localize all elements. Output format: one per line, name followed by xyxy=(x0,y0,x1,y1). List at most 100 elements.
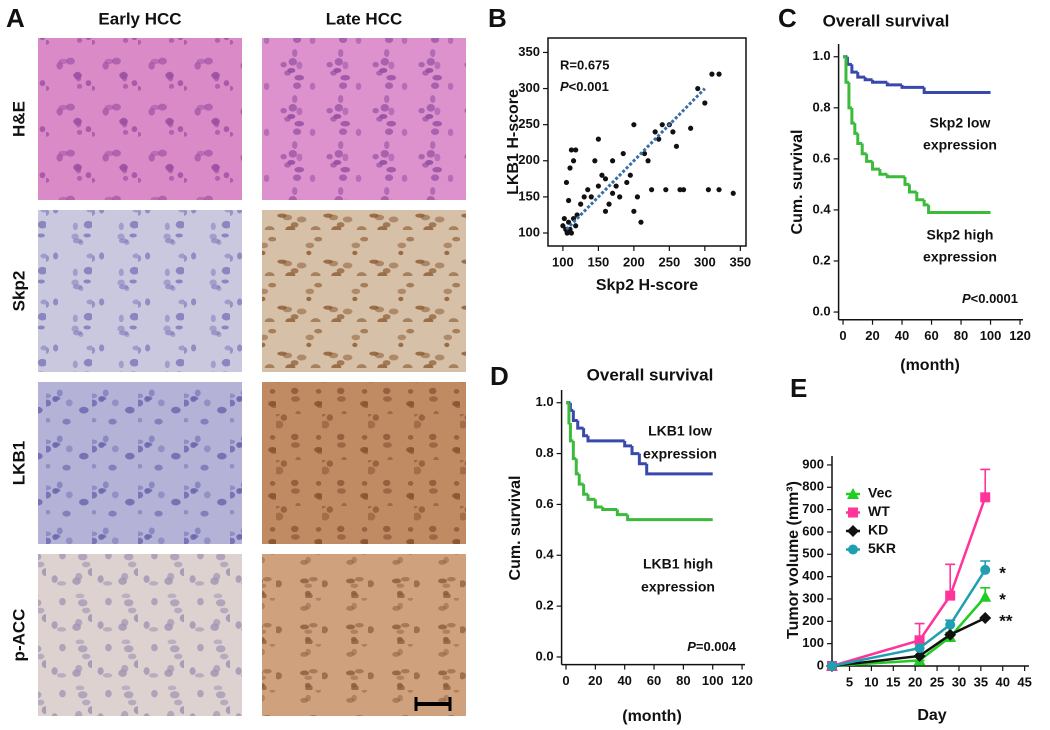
survival-step xyxy=(865,153,873,163)
point xyxy=(716,187,722,193)
survival-step xyxy=(863,77,873,82)
point xyxy=(673,143,680,149)
y-axis-label: Cum. survival xyxy=(507,476,524,581)
chart-title: Overall survival xyxy=(587,365,714,384)
x-tick-label: 20 xyxy=(908,674,922,689)
point xyxy=(602,176,609,182)
y-tick-label: 250 xyxy=(518,116,540,131)
x-tick-label: 30 xyxy=(952,674,966,689)
point xyxy=(609,158,616,164)
point xyxy=(631,208,637,214)
x-tick-label: 20 xyxy=(588,673,602,688)
curve-label: LKB1 high xyxy=(643,556,713,572)
y-tick-label: 0.6 xyxy=(536,496,554,511)
point xyxy=(588,194,594,200)
point xyxy=(634,194,641,200)
x-axis-label: (month) xyxy=(622,708,682,725)
survival-step xyxy=(626,514,713,522)
point xyxy=(631,122,637,128)
point xyxy=(613,183,619,189)
point xyxy=(568,230,575,236)
survival-step xyxy=(871,161,880,171)
survival-step xyxy=(637,453,647,466)
survival-step xyxy=(576,420,584,430)
row-label: LKB1 xyxy=(9,441,28,485)
micrograph xyxy=(262,38,466,200)
point xyxy=(592,158,598,164)
marker xyxy=(945,619,956,630)
x-tick-label: 40 xyxy=(995,674,1009,689)
rest: <0.001 xyxy=(569,79,609,94)
survival-step xyxy=(853,123,858,135)
y-tick-label: 0.4 xyxy=(813,201,832,216)
survival-step xyxy=(623,440,633,448)
x-tick-label: 100 xyxy=(980,328,1002,343)
point xyxy=(561,215,567,222)
survival-step xyxy=(907,184,917,194)
point xyxy=(560,223,566,229)
legend-label: WT xyxy=(868,503,890,519)
curve-label: Skp2 low xyxy=(930,115,991,131)
marker xyxy=(945,590,956,601)
chart-title: Overall survival xyxy=(823,11,950,30)
x-axis-label: Skp2 H-score xyxy=(596,277,698,294)
point xyxy=(680,187,687,193)
point xyxy=(730,190,736,196)
y-tick-label: 1.0 xyxy=(813,48,831,63)
point xyxy=(573,147,579,153)
micrograph xyxy=(262,382,466,544)
point xyxy=(645,158,651,164)
point xyxy=(565,219,572,225)
significance: * xyxy=(999,563,1006,582)
significance: * xyxy=(999,590,1006,609)
marker xyxy=(847,488,859,499)
point xyxy=(602,208,609,214)
x-tick-label: 60 xyxy=(647,673,661,688)
point xyxy=(652,129,658,135)
series-line xyxy=(831,616,986,668)
survival-step xyxy=(586,435,625,443)
x-tick-label: 45 xyxy=(1017,674,1031,689)
panel-label: D xyxy=(490,361,509,391)
x-tick-label: 0 xyxy=(839,328,846,343)
y-tick-label: 0.0 xyxy=(536,648,554,663)
point xyxy=(641,150,648,157)
marker xyxy=(847,525,859,537)
x-tick-label: 15 xyxy=(886,674,900,689)
survival-step xyxy=(856,133,863,146)
curve-label: expression xyxy=(641,579,715,595)
point xyxy=(709,71,715,77)
italic: P xyxy=(560,79,569,94)
survival-step xyxy=(927,204,991,214)
legend-label: 5KR xyxy=(868,540,896,556)
point xyxy=(695,85,701,92)
point xyxy=(627,172,633,178)
x-tick-label: 40 xyxy=(895,328,909,343)
series-line xyxy=(831,569,987,668)
survival-step xyxy=(856,72,866,79)
y-tick-label: 0.4 xyxy=(536,547,555,562)
x-tick-label: 35 xyxy=(974,674,988,689)
x-tick-label: 300 xyxy=(694,254,716,269)
y-tick-label: 300 xyxy=(518,80,540,95)
italic: P xyxy=(962,291,971,306)
point xyxy=(563,179,570,186)
row-label: H&E xyxy=(9,101,28,137)
x-tick-label: 250 xyxy=(659,254,681,269)
marker xyxy=(944,628,957,641)
marker xyxy=(980,564,991,575)
x-tick-label: 350 xyxy=(729,254,751,269)
x-tick-label: 25 xyxy=(930,674,944,689)
marker xyxy=(913,649,926,662)
micrograph xyxy=(262,210,466,372)
y-tick-label: 0.8 xyxy=(813,99,831,114)
y-tick-label: 0.2 xyxy=(813,252,831,267)
row-label: p-ACC xyxy=(9,609,28,662)
survival-step xyxy=(571,410,578,423)
point xyxy=(649,187,655,193)
y-tick-label: 350 xyxy=(518,44,540,59)
survival-step xyxy=(900,84,925,89)
micrograph xyxy=(38,554,242,716)
